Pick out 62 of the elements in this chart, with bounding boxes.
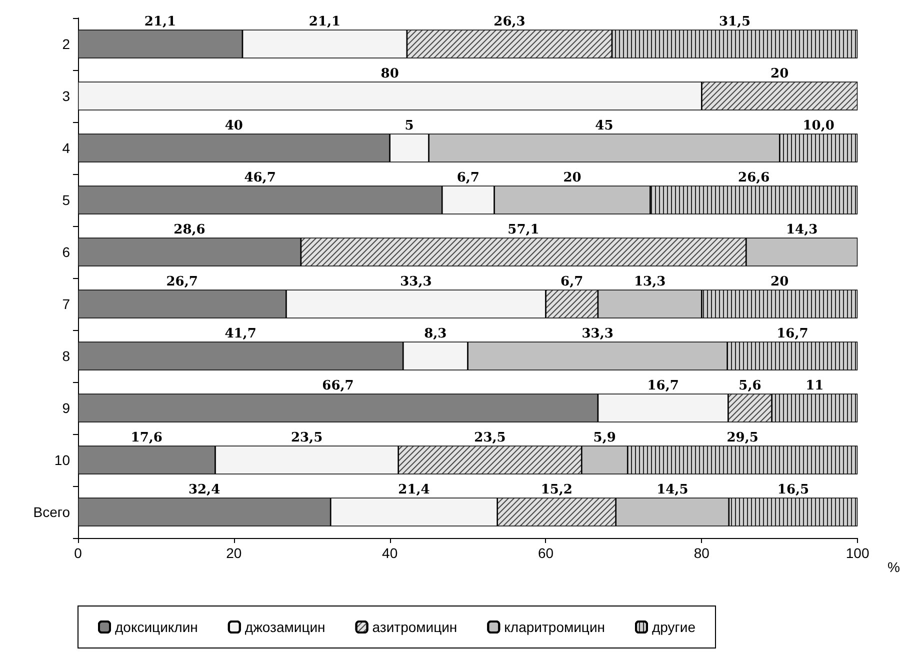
data-label: 66,7 bbox=[322, 378, 354, 394]
data-label: 40 bbox=[224, 118, 243, 134]
data-label: 5 bbox=[404, 118, 414, 134]
y-tick-label: 7 bbox=[62, 296, 70, 312]
data-label: 21,1 bbox=[308, 14, 341, 30]
data-label: 46,7 bbox=[244, 170, 276, 186]
legend-label: кларитромицин bbox=[504, 619, 605, 635]
y-tick-label: 8 bbox=[62, 348, 70, 364]
x-tick-label: 40 bbox=[382, 545, 398, 561]
data-label: 13,3 bbox=[634, 274, 666, 290]
data-label: 33,3 bbox=[400, 274, 432, 290]
legend-label: азитромицин bbox=[372, 619, 458, 635]
data-label: 57,1 bbox=[508, 222, 540, 238]
data-label: 5,6 bbox=[738, 378, 762, 394]
data-label: 26,6 bbox=[738, 170, 770, 186]
data-label: 21,1 bbox=[144, 14, 176, 30]
legend-label: другие bbox=[652, 619, 696, 635]
data-label: 33,3 bbox=[582, 326, 614, 342]
data-label: 11 bbox=[806, 378, 824, 394]
x-tick-label: 60 bbox=[538, 545, 554, 561]
data-label: 26,3 bbox=[494, 14, 526, 30]
legend-label: джозамицин bbox=[244, 619, 326, 635]
data-label: 14,5 bbox=[656, 482, 688, 498]
data-label: 15,2 bbox=[540, 482, 572, 498]
data-label: 6,7 bbox=[456, 170, 480, 186]
x-tick-label: 0 bbox=[74, 545, 82, 561]
data-label: 45 bbox=[595, 118, 614, 134]
data-label: 6,7 bbox=[560, 274, 584, 290]
data-label: 23,5 bbox=[474, 430, 506, 446]
data-label: 17,6 bbox=[130, 430, 162, 446]
data-label: 20 bbox=[770, 274, 789, 290]
y-tick-label: 5 bbox=[62, 192, 70, 208]
legend-label: доксициклин bbox=[115, 619, 198, 635]
data-label: 41,7 bbox=[224, 326, 256, 342]
data-label: 16,5 bbox=[777, 482, 810, 498]
x-tick-label: 80 bbox=[694, 545, 710, 561]
x-tick-label: 100 bbox=[846, 545, 870, 561]
x-axis-title: % bbox=[888, 559, 900, 575]
data-label: 14,3 bbox=[786, 222, 818, 238]
y-tick-label: 4 bbox=[62, 140, 70, 156]
y-tick-label: Всего bbox=[33, 504, 70, 520]
data-label: 28,6 bbox=[174, 222, 206, 238]
data-label: 16,7 bbox=[776, 326, 808, 342]
x-tick-label: 20 bbox=[226, 545, 242, 561]
data-label: 29,5 bbox=[726, 430, 758, 446]
y-tick-label: 6 bbox=[62, 244, 70, 260]
data-label: 80 bbox=[380, 66, 399, 82]
data-label: 10,0 bbox=[802, 118, 834, 134]
data-label: 20 bbox=[563, 170, 582, 186]
data-label: 32,4 bbox=[188, 482, 220, 498]
data-label: 16,7 bbox=[647, 378, 679, 394]
data-label: 8,3 bbox=[424, 326, 447, 342]
data-label: 31,5 bbox=[718, 14, 751, 30]
data-label: 21,4 bbox=[398, 482, 430, 498]
y-tick-label: 9 bbox=[62, 400, 70, 416]
y-tick-label: 3 bbox=[62, 88, 70, 104]
data-label: 26,7 bbox=[166, 274, 198, 290]
data-label: 5,9 bbox=[593, 430, 616, 446]
y-tick-label: 10 bbox=[54, 452, 70, 468]
data-label: 23,5 bbox=[290, 430, 323, 446]
y-tick-label: 2 bbox=[62, 36, 70, 52]
data-label: 20 bbox=[770, 66, 789, 82]
